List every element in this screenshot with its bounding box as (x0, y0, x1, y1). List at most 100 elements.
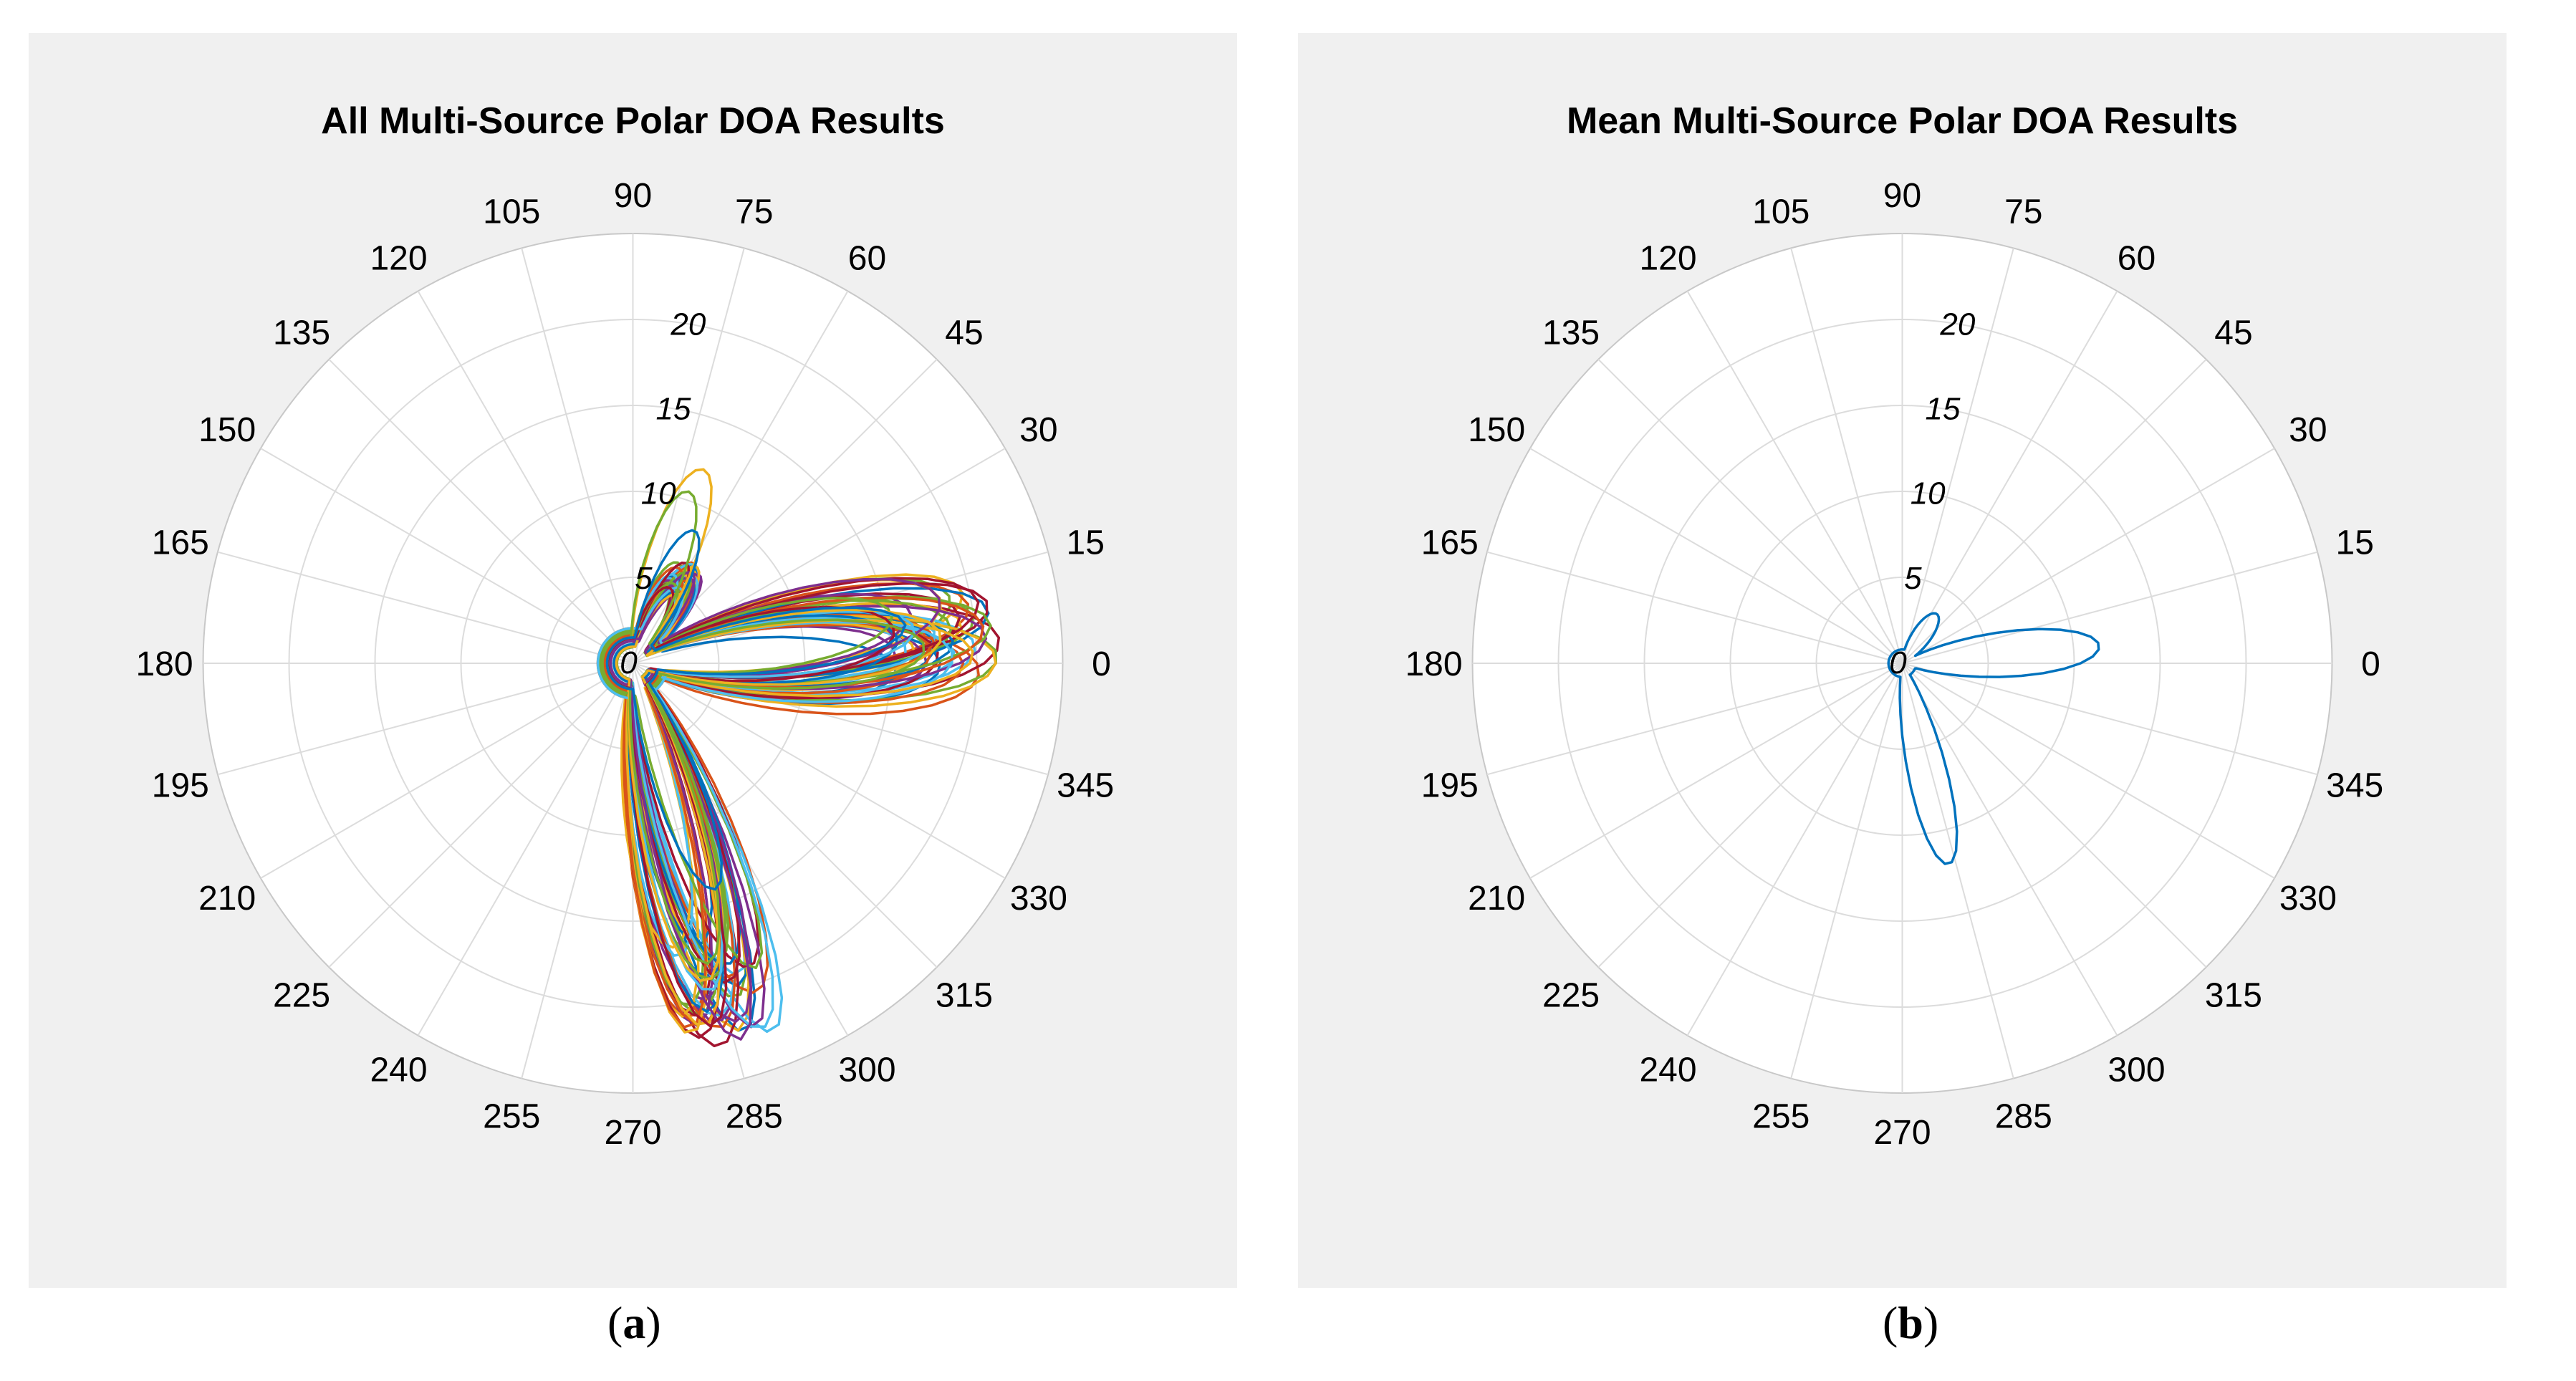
series-group (596, 468, 1001, 1048)
theta-tick-label: 135 (273, 314, 330, 352)
r-tick-label: 15 (656, 391, 691, 426)
r-tick-label: 0 (620, 645, 638, 680)
theta-tick-label: 210 (1468, 880, 1525, 918)
theta-tick-label: 255 (1752, 1098, 1810, 1136)
r-tick-label: 20 (1939, 307, 1975, 342)
theta-tick-label: 165 (1421, 524, 1479, 562)
theta-tick-label: 315 (936, 976, 993, 1014)
theta-grid-spoke (1529, 448, 1903, 664)
theta-tick-label: 60 (2118, 240, 2156, 278)
theta-tick-label: 30 (2289, 411, 2327, 449)
theta-grid-spoke (417, 663, 634, 1036)
theta-tick-label: 255 (483, 1098, 540, 1136)
theta-tick-label: 315 (2205, 976, 2262, 1014)
theta-tick-label: 225 (1542, 976, 1600, 1014)
theta-grid-spoke (1686, 663, 1903, 1036)
caption-a: (a) (607, 1297, 661, 1348)
theta-tick-label: 0 (1092, 645, 1111, 683)
theta-grid-spoke (260, 448, 634, 664)
theta-grid-spoke (328, 359, 634, 664)
theta-grid-spoke (521, 248, 634, 664)
theta-tick-label: 45 (945, 314, 983, 352)
theta-tick-label: 15 (2336, 524, 2374, 562)
theta-tick-label: 330 (1010, 880, 1067, 918)
theta-tick-label: 165 (152, 524, 209, 562)
theta-tick-label: 240 (1639, 1051, 1696, 1089)
theta-tick-label: 330 (2279, 880, 2337, 918)
theta-tick-label: 285 (726, 1098, 783, 1136)
theta-grid-spoke (328, 663, 634, 968)
theta-tick-label: 180 (1405, 645, 1462, 683)
r-tick-label: 5 (635, 561, 653, 596)
theta-tick-label: 90 (614, 177, 652, 215)
theta-grid-spoke (1901, 663, 2207, 968)
theta-tick-label: 120 (1639, 240, 1696, 278)
theta-grid-spoke (1901, 359, 2207, 664)
theta-grid-spoke (1790, 248, 1903, 664)
theta-tick-label: 30 (1019, 411, 1057, 449)
theta-grid-spoke (260, 663, 634, 879)
theta-tick-label: 240 (370, 1051, 427, 1089)
theta-tick-label: 285 (1995, 1098, 2052, 1136)
theta-tick-label: 150 (1468, 411, 1525, 449)
theta-grid-spoke (1901, 248, 2014, 664)
theta-tick-label: 90 (1883, 177, 1921, 215)
theta-grid-spoke (632, 663, 1006, 879)
theta-tick-label: 105 (1752, 193, 1810, 231)
theta-tick-label: 195 (1421, 766, 1479, 804)
theta-tick-label: 75 (735, 193, 773, 231)
theta-tick-label: 60 (848, 240, 886, 278)
theta-tick-label: 45 (2214, 314, 2252, 352)
theta-tick-label: 135 (1542, 314, 1600, 352)
theta-tick-label: 15 (1067, 524, 1105, 562)
r-tick-label: 0 (1889, 645, 1907, 680)
theta-grid-spoke (521, 663, 634, 1079)
caption-b: (b) (1883, 1297, 1939, 1348)
theta-tick-label: 225 (273, 976, 330, 1014)
chart-title: All Multi-Source Polar DOA Results (321, 100, 945, 142)
theta-grid-spoke (1529, 663, 1903, 879)
theta-grid-spoke (1901, 448, 2275, 664)
series-line (1887, 612, 2100, 865)
r-tick-label: 15 (1926, 391, 1961, 426)
theta-tick-label: 270 (604, 1114, 661, 1152)
theta-tick-label: 345 (2326, 766, 2383, 804)
theta-grid-spoke (217, 663, 633, 776)
polar-chart-all: All Multi-Source Polar DOA Results 0 15 30 4… (135, 100, 1114, 1152)
r-tick-label: 10 (641, 476, 676, 511)
theta-grid-spoke (1597, 359, 1903, 664)
theta-grid-spoke (1686, 290, 1903, 664)
theta-grid-spoke (1901, 663, 2275, 879)
r-tick-label: 10 (1911, 476, 1946, 511)
theta-grid-spoke (1486, 663, 1903, 776)
theta-grid-spoke (217, 551, 633, 664)
theta-grid-spoke (632, 663, 938, 968)
theta-tick-label: 180 (135, 645, 193, 683)
theta-tick-label: 75 (2004, 193, 2042, 231)
theta-grid-spoke (1486, 551, 1903, 664)
chart-title: Mean Multi-Source Polar DOA Results (1567, 100, 2238, 142)
theta-grid-spoke (1901, 290, 2118, 664)
theta-tick-label: 300 (2108, 1051, 2165, 1089)
theta-grid-spoke (1597, 663, 1903, 968)
theta-grid-spoke (1790, 663, 1903, 1079)
theta-grid-spoke (417, 290, 634, 664)
theta-tick-label: 345 (1057, 766, 1114, 804)
theta-tick-label: 0 (2361, 645, 2380, 683)
r-tick-label: 5 (1904, 561, 1922, 596)
polar-chart-mean: Mean Multi-Source Polar DOA Results 0 15 30… (1405, 100, 2383, 1152)
theta-tick-label: 300 (838, 1051, 895, 1089)
series-line (605, 529, 907, 891)
series-group (1887, 612, 2100, 865)
chart-panel-mean: Mean Multi-Source Polar DOA Results 0 15 30… (1298, 33, 2507, 1288)
chart-panel-all: All Multi-Source Polar DOA Results 0 15 30 4… (29, 33, 1237, 1288)
theta-tick-label: 120 (370, 240, 427, 278)
r-tick-label: 20 (670, 307, 706, 342)
theta-grid-spoke (1901, 663, 2118, 1036)
theta-grid-spoke (1902, 663, 2318, 776)
theta-tick-label: 270 (1873, 1114, 1931, 1152)
theta-tick-label: 105 (483, 193, 540, 231)
theta-tick-label: 210 (198, 880, 256, 918)
theta-grid-spoke (1901, 663, 2014, 1079)
theta-tick-label: 150 (198, 411, 256, 449)
